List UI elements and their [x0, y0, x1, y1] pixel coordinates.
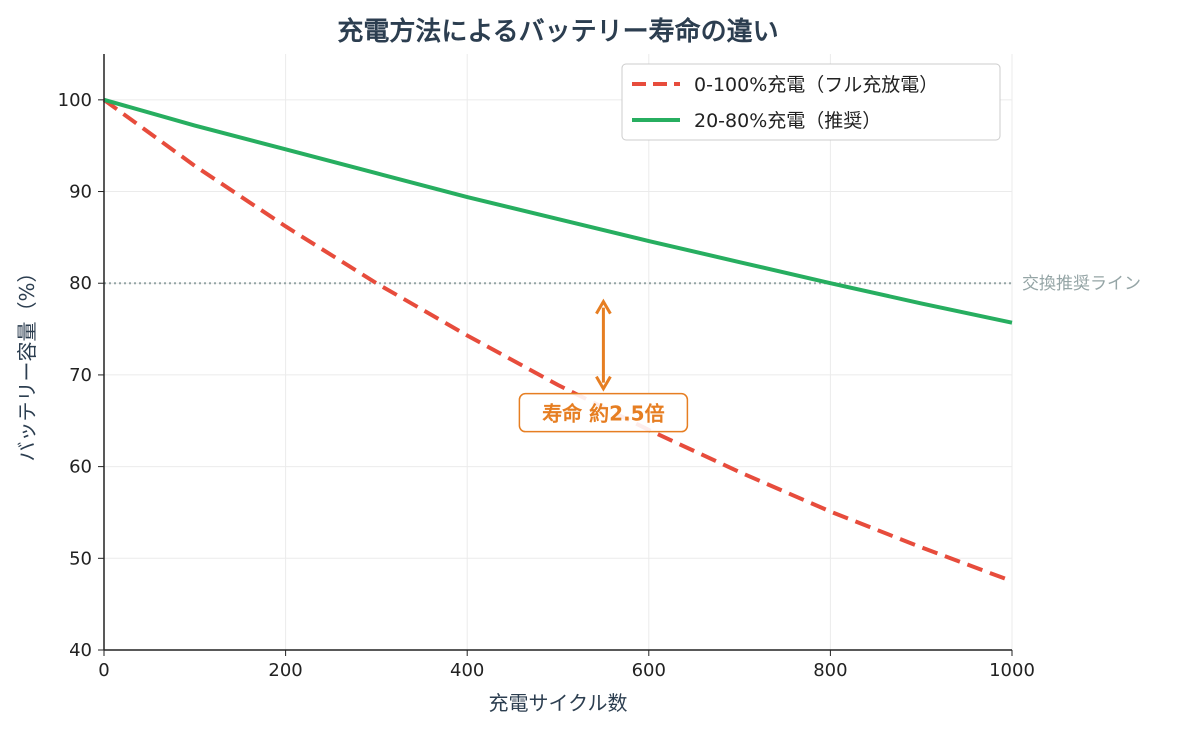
x-tick-label: 400 [450, 660, 484, 681]
series-line-1 [103, 97, 1013, 325]
x-tick-label: 600 [632, 660, 666, 681]
y-tick-label: 100 [58, 90, 92, 111]
annotation-box [518, 392, 689, 433]
x-axis-label: 充電サイクル数 [489, 691, 628, 715]
chart-title: 充電方法によるバッテリー寿命の違い [337, 16, 778, 47]
y-tick-label: 90 [69, 182, 92, 203]
y-tick-label: 60 [69, 457, 92, 478]
y-tick-label: 80 [69, 273, 92, 294]
axes: 0 200 400 600 800 1000 40 50 60 70 80 90 100 [58, 54, 1035, 681]
arrow-head-down [595, 375, 612, 392]
legend: 0-100%充電（フル充放電） 20-80%充電（推奨） [621, 63, 1001, 141]
legend-label: 0-100%充電（フル充放電） [694, 74, 938, 96]
legend-label: 20-80%充電（推奨） [694, 110, 881, 132]
x-tick-label: 0 [98, 660, 109, 681]
annotation-text: 寿命 約2.5倍 [542, 402, 664, 426]
y-tick-label: 50 [69, 548, 92, 569]
arrow-head-up [595, 298, 612, 315]
legend-box [621, 63, 1001, 141]
y-tick-label: 70 [69, 365, 92, 386]
series-group [102, 97, 1013, 584]
reference-line-group: 交換推奨ライン [104, 274, 1141, 294]
y-tick-label: 40 [69, 640, 92, 661]
annotation: 寿命 約2.5倍 [518, 298, 689, 433]
x-tick-label: 1000 [989, 660, 1035, 681]
x-tick-label: 200 [268, 660, 302, 681]
y-axis-label: バッテリー容量（%） [15, 262, 39, 461]
x-tick-label: 800 [813, 660, 847, 681]
series-line-0 [102, 98, 1013, 584]
reference-line-label: 交換推奨ライン [1022, 274, 1141, 294]
grid [103, 54, 1013, 651]
